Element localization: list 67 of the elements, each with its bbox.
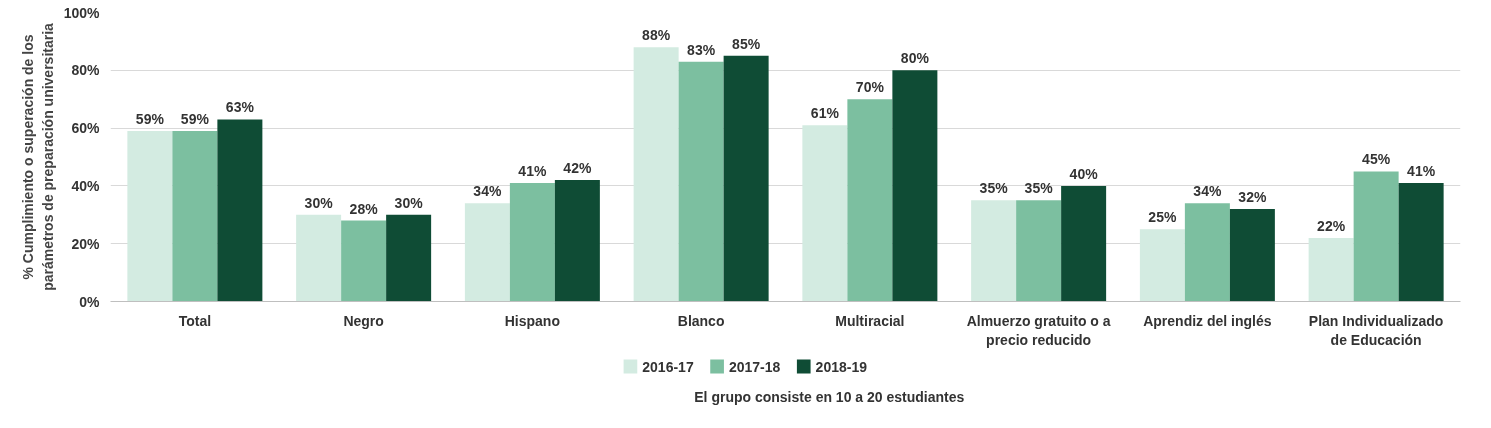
bar	[509, 183, 555, 302]
bar	[172, 130, 218, 302]
data-label: 40%	[1069, 165, 1099, 182]
data-label: 30%	[394, 194, 424, 211]
text: El grupo consiste en 10 a 20 estudiantes	[694, 388, 965, 405]
bar	[1184, 203, 1230, 302]
data-label: 34%	[1193, 183, 1222, 200]
data-label: 42%	[563, 160, 592, 177]
bar	[1398, 183, 1444, 302]
legend-label: 2018-19	[815, 358, 868, 375]
x-tick-label: Total	[178, 312, 212, 329]
bar	[554, 180, 600, 302]
x-tick-label: Hispano	[504, 312, 560, 329]
legend-label: 2016-17	[642, 358, 694, 375]
data-label: 63%	[225, 99, 255, 116]
x-tick-label: Plan Individualizado de Educación	[1308, 312, 1444, 348]
data-label: 35%	[1024, 180, 1054, 197]
data-label: 25%	[1148, 209, 1177, 226]
data-label: 32%	[1238, 189, 1267, 206]
bar	[723, 55, 769, 302]
bar	[1229, 209, 1275, 302]
y-tick-label: 60%	[71, 120, 101, 137]
data-label: 41%	[518, 163, 547, 180]
data-label: 70%	[855, 79, 885, 96]
y-tick-label: 80%	[71, 62, 101, 79]
data-label: 59%	[135, 110, 165, 127]
x-tick-label: Negro	[343, 312, 384, 329]
bar	[296, 214, 342, 302]
y-tick-label: 0%	[79, 293, 101, 310]
bar	[1139, 229, 1185, 302]
x-tick-label: Almuerzo gratuito o a precio reducido	[966, 312, 1111, 348]
y-tick-label: 20%	[71, 235, 101, 252]
data-label: 80%	[900, 50, 930, 67]
bar	[217, 119, 263, 302]
data-label: 41%	[1407, 163, 1436, 180]
bar	[1353, 171, 1399, 302]
bar	[1308, 237, 1354, 302]
y-axis-title: % Cumplimiento o superación de los parámetros de preparación universitaria	[20, 22, 56, 291]
data-label: 34%	[473, 183, 502, 200]
bar	[633, 47, 679, 302]
bar	[127, 130, 173, 302]
bar	[1016, 200, 1062, 302]
bar	[386, 214, 432, 302]
x-tick-label: Blanco	[677, 312, 725, 329]
bar	[802, 125, 848, 302]
bar	[892, 70, 938, 302]
x-tick-label: Aprendiz del inglés	[1143, 312, 1272, 329]
data-label: 35%	[979, 180, 1009, 197]
data-label: 22%	[1317, 217, 1346, 234]
bar	[341, 220, 387, 302]
bar	[678, 61, 724, 302]
legend-label: 2017-18	[728, 358, 781, 375]
data-label: 59%	[180, 110, 210, 127]
bar	[971, 200, 1017, 302]
data-label: 83%	[687, 41, 716, 58]
data-label: 61%	[810, 105, 840, 122]
y-tick-label: 100%	[63, 4, 101, 21]
data-label: 45%	[1362, 151, 1391, 168]
y-tick-label: 40%	[71, 177, 101, 194]
x-tick-label: Multiracial	[835, 312, 905, 329]
data-label: 28%	[349, 200, 379, 217]
data-label: 88%	[642, 27, 671, 44]
data-label: 85%	[732, 35, 761, 52]
bar	[464, 203, 510, 302]
bar	[1061, 185, 1107, 302]
bar	[847, 99, 893, 302]
data-label: 30%	[304, 194, 334, 211]
